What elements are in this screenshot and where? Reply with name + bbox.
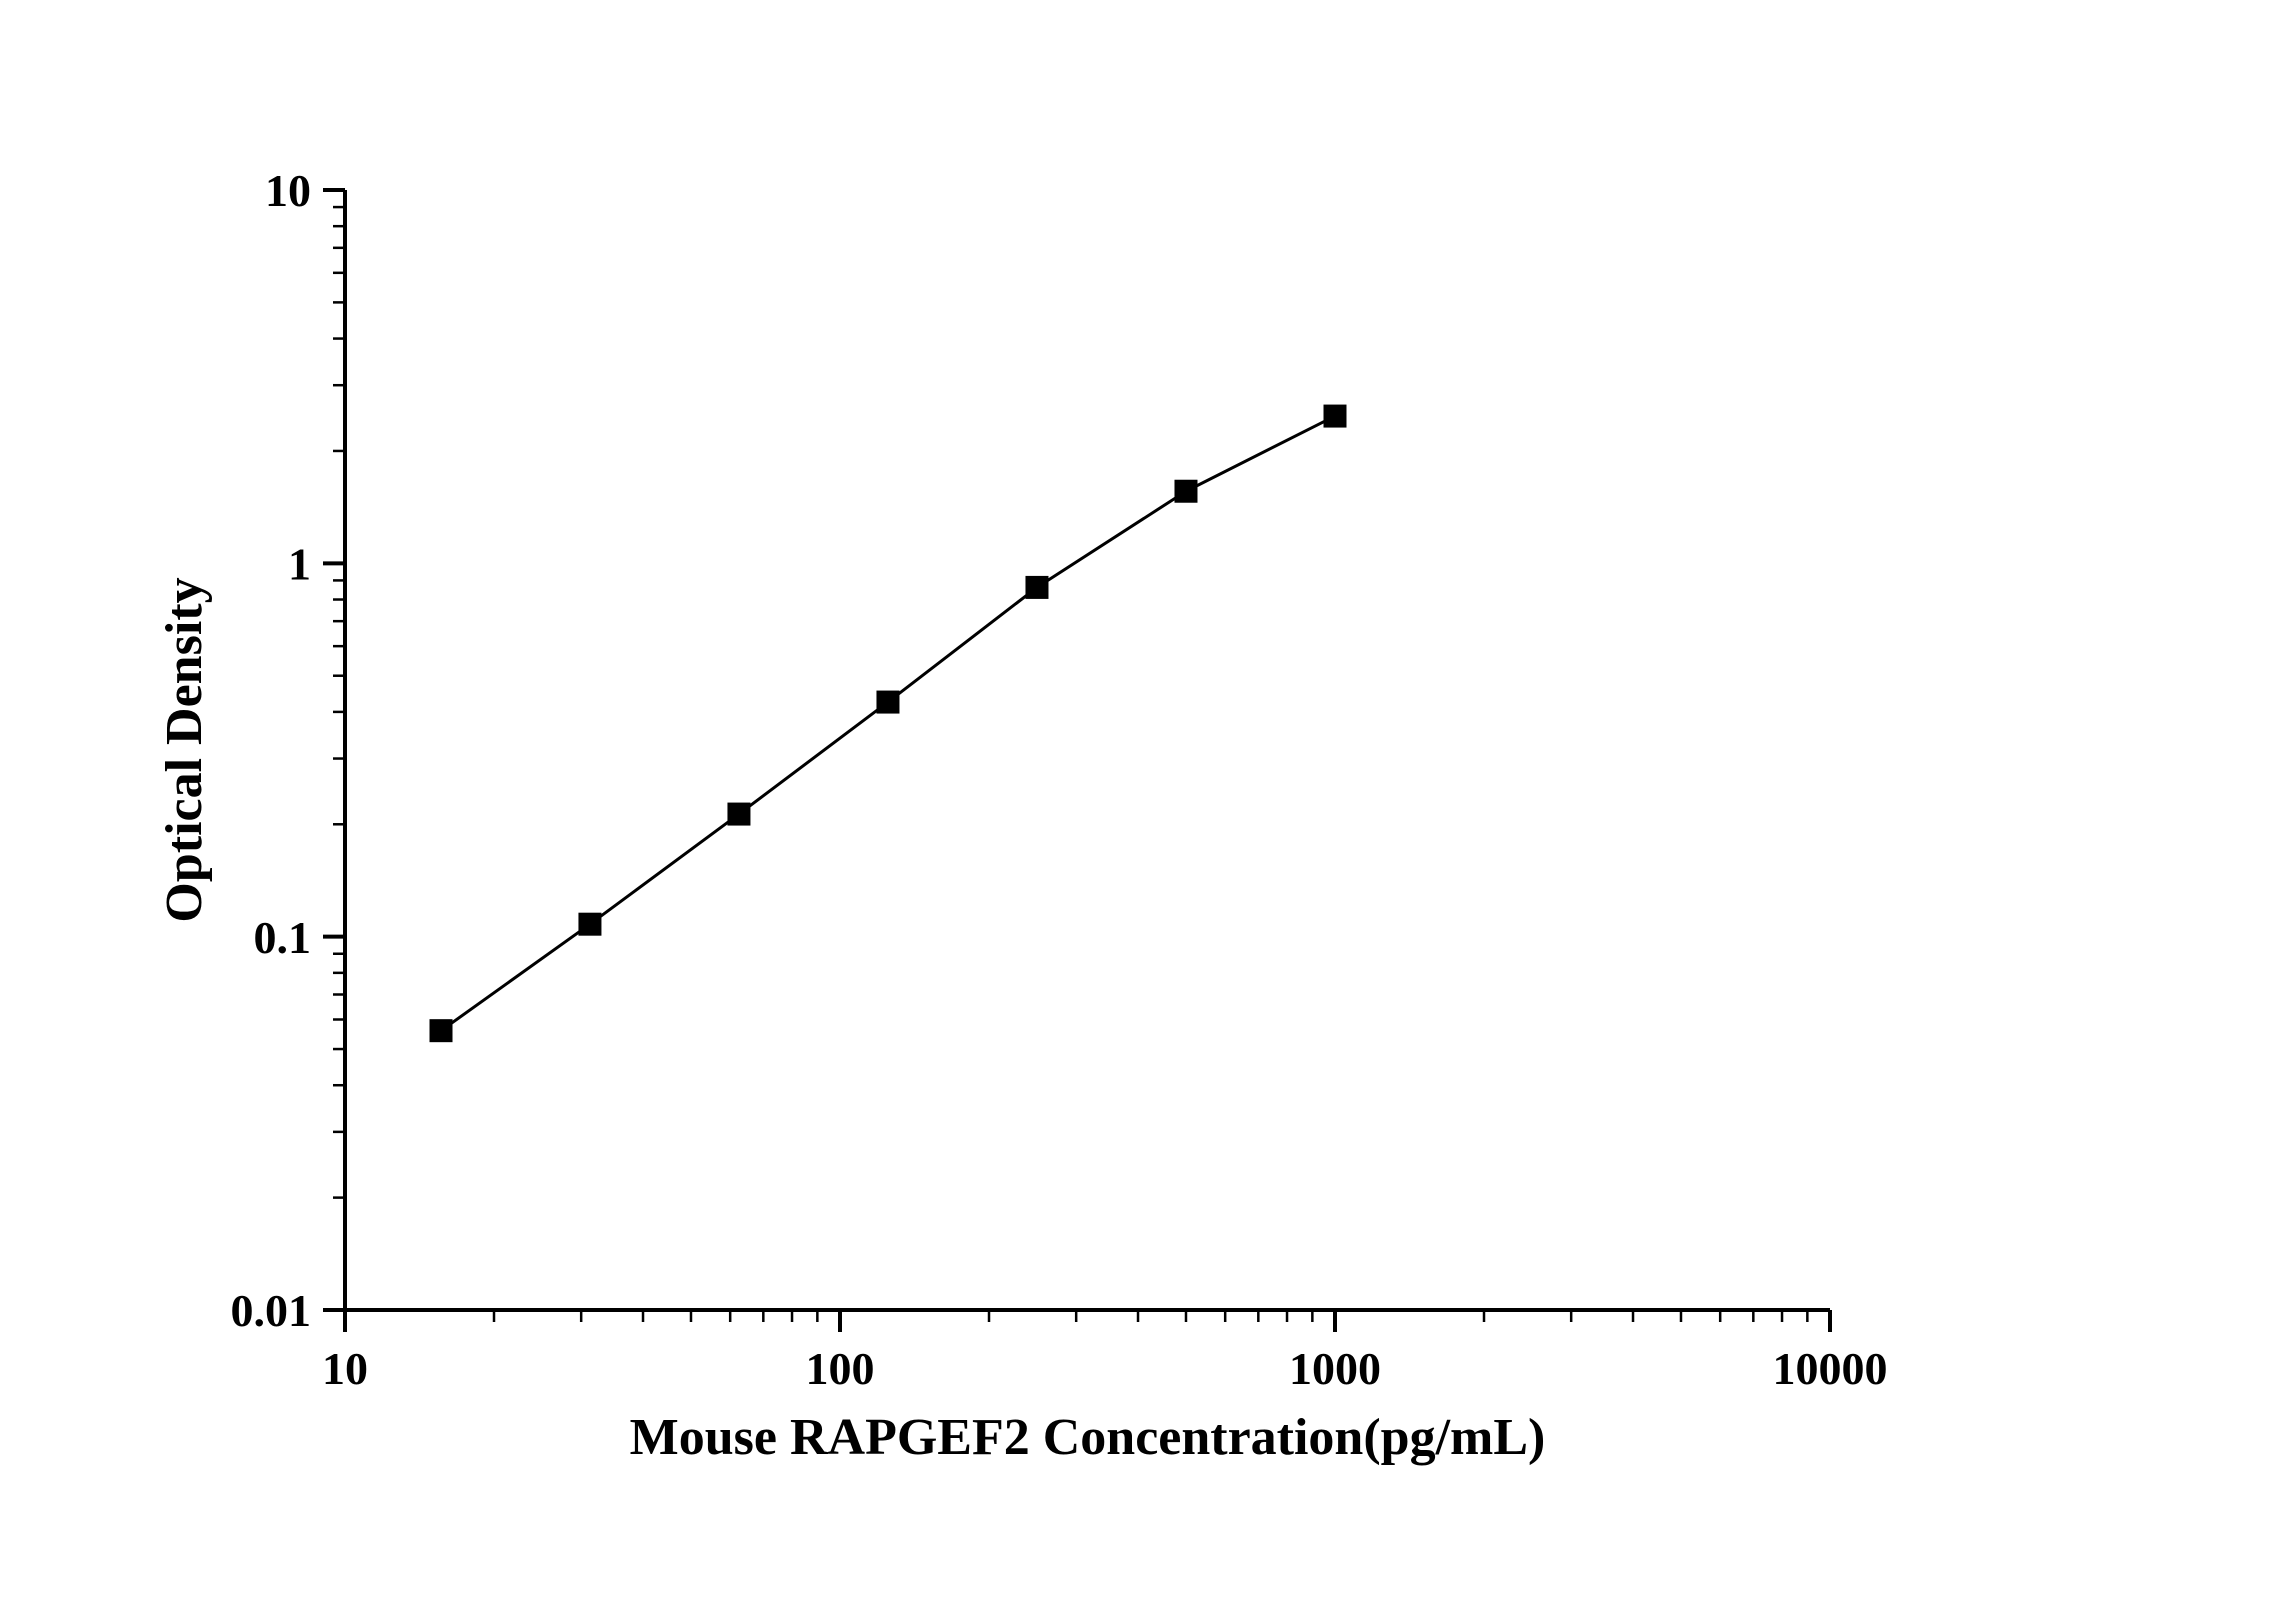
y-tick-label: 0.01 (231, 1285, 312, 1336)
series-marker (877, 691, 899, 713)
y-tick-label: 10 (265, 165, 311, 216)
series-marker (1324, 405, 1346, 427)
x-tick-label: 10 (322, 1343, 368, 1394)
series-marker (579, 913, 601, 935)
y-axis-label: Optical Density (156, 577, 213, 922)
series-marker (1026, 576, 1048, 598)
x-tick-label: 100 (806, 1343, 875, 1394)
chart-container: 10 100 1000 10000 0.01 0.1 1 10 Mouse RAPGEF2 Co… (0, 0, 2296, 1604)
x-axis-label: Mouse RAPGEF2 Concentration(pg/mL) (630, 1409, 1546, 1466)
y-tick-label: 0.1 (254, 912, 312, 963)
series-marker (1175, 480, 1197, 502)
chart-svg: 10 100 1000 10000 0.01 0.1 1 10 Mouse RAPGEF2 Co… (0, 0, 2296, 1604)
x-tick-label: 1000 (1289, 1343, 1381, 1394)
x-tick-label: 10000 (1773, 1343, 1888, 1394)
series-marker (430, 1020, 452, 1042)
y-tick-label: 1 (288, 538, 311, 589)
series-marker (728, 803, 750, 825)
